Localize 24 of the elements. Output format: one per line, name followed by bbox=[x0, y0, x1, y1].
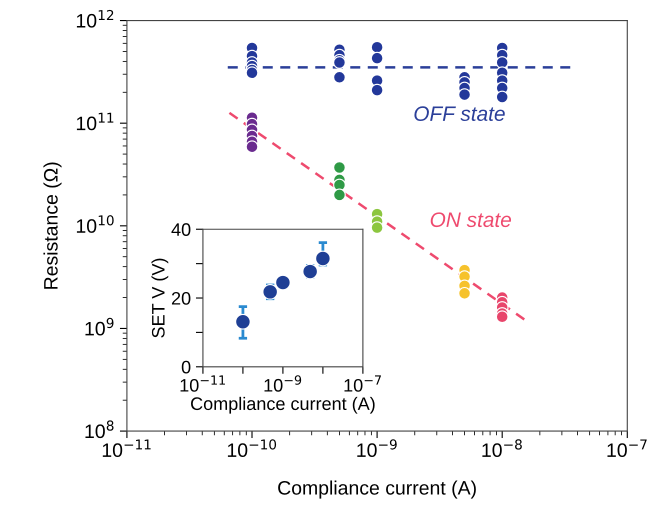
y-tick-label: 10$^{8}$ bbox=[85, 420, 114, 438]
y-axis-title: SET V (V) bbox=[151, 258, 168, 338]
y-axis-title: Resistance (Ω) bbox=[43, 162, 62, 289]
y-tick-label: 0 bbox=[182, 360, 190, 374]
point bbox=[235, 314, 251, 330]
x-axis-title: Compliance current (A) bbox=[278, 480, 476, 499]
y-tick-label: 10$^{12}$ bbox=[76, 10, 114, 28]
x-tick-label: 10$^{−10}$ bbox=[228, 439, 276, 458]
y-tick-label: 40 bbox=[171, 223, 190, 236]
y-tick-label: 10$^{9}$ bbox=[85, 318, 114, 336]
y-tick-label: 20 bbox=[172, 292, 190, 305]
y-tick-label: 10$^{10}$ bbox=[76, 215, 114, 233]
x-tick-label: 10$^{−9}$ bbox=[264, 375, 302, 392]
y-tick-label: 10$^{11}$ bbox=[76, 112, 114, 130]
x-axis-title: Compliance current (A) bbox=[191, 396, 375, 414]
x-tick-label: 10$^{−8}$ bbox=[482, 439, 522, 458]
x-tick-label: 10$^{−7}$ bbox=[344, 375, 381, 392]
x-tick-label: 10$^{−7}$ bbox=[607, 439, 647, 458]
series-label: OFF state bbox=[414, 106, 505, 122]
point bbox=[275, 274, 291, 290]
x-tick-label: 10$^{−9}$ bbox=[357, 439, 397, 458]
series-label: ON state bbox=[430, 212, 512, 228]
x-tick-label: 10$^{−11}$ bbox=[180, 375, 225, 392]
x-tick-label: 10$^{−11}$ bbox=[102, 439, 151, 458]
